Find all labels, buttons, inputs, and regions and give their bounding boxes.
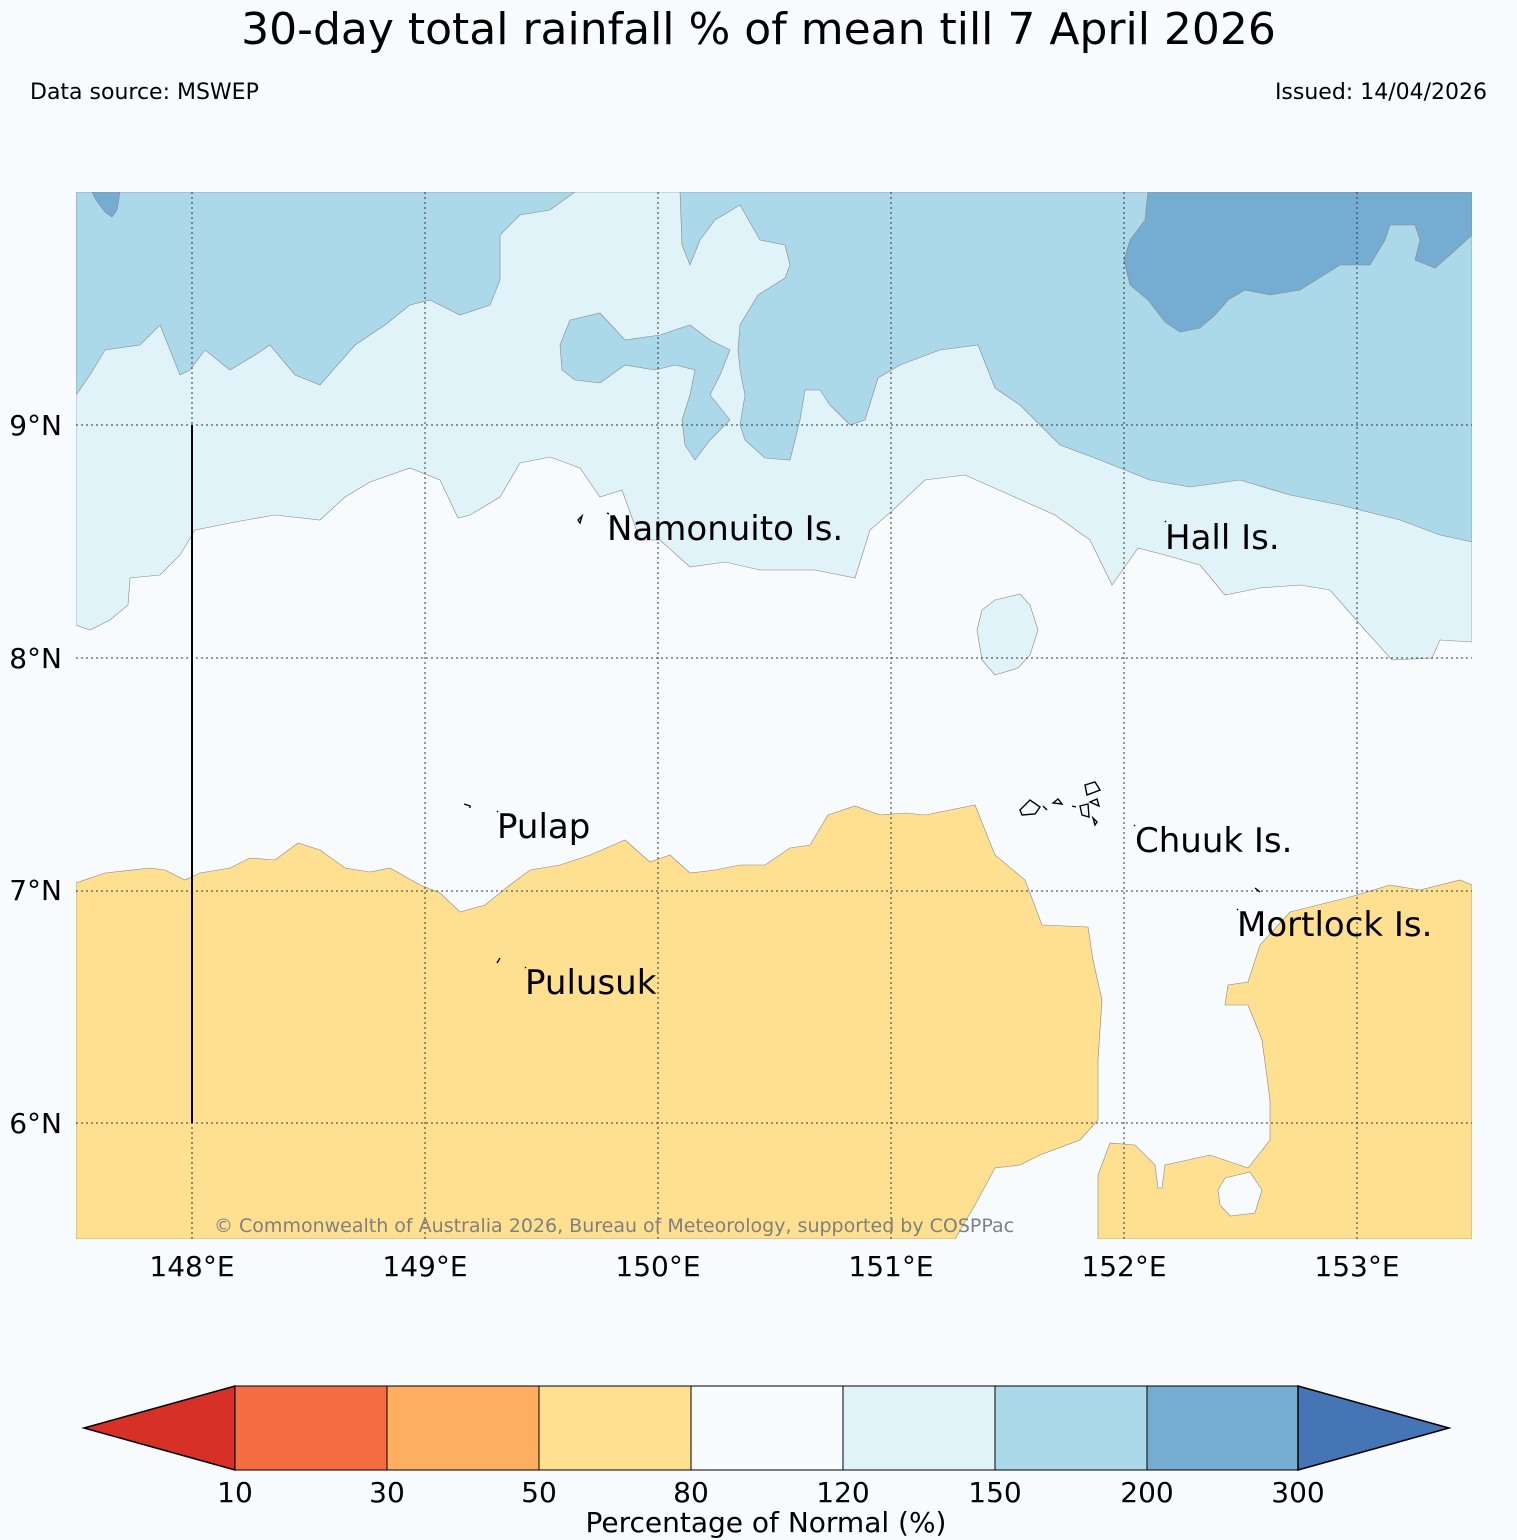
cb-segment-120-150 — [842, 1385, 996, 1471]
band-50-80 — [76, 804, 1103, 1239]
cb-tick-80: 80 — [673, 1476, 709, 1509]
cb-extend-high — [1297, 1385, 1452, 1471]
label-pulap: Pulap — [497, 807, 590, 847]
island-chuuk-2 — [1088, 798, 1101, 808]
cb-tick-150: 150 — [968, 1476, 1021, 1509]
band-120-150-blob — [976, 593, 1039, 676]
island-chuuk-1 — [1084, 781, 1102, 796]
lat-label-6: 6°N — [9, 1107, 62, 1140]
colorbar: 10 30 50 80 120 150 200 300 Percentage o… — [81, 1385, 1452, 1539]
axis-labels: 148°E 149°E 150°E 151°E 152°E 153°E 9°N … — [9, 409, 1399, 1283]
cb-segment-80-120 — [690, 1385, 844, 1471]
cb-extend-low — [81, 1385, 236, 1471]
island-pulap-2 — [496, 810, 499, 813]
band-50-80-east — [1097, 879, 1472, 1239]
data-source: Data source: MSWEP — [30, 80, 259, 105]
island-pulusuk — [496, 957, 501, 964]
label-chuuk: Chuuk Is. — [1135, 821, 1292, 861]
map-title: 30-day total rainfall % of mean till 7 A… — [241, 4, 1276, 55]
map-area — [76, 192, 1472, 1239]
cb-tick-30: 30 — [369, 1476, 405, 1509]
island-chuuk-9 — [1133, 824, 1136, 827]
lon-label-151: 151°E — [848, 1250, 933, 1283]
island-chuuk-6 — [1019, 799, 1041, 816]
label-hall: Hall Is. — [1165, 518, 1280, 558]
island-pulap — [463, 803, 471, 808]
lon-label-153: 153°E — [1314, 1250, 1399, 1283]
cb-segment-200-300 — [1146, 1385, 1299, 1471]
band-150-200-island — [559, 312, 731, 461]
cb-tick-200: 200 — [1120, 1476, 1173, 1509]
lat-label-8: 8°N — [9, 642, 62, 675]
colorbar-label: Percentage of Normal (%) — [586, 1506, 947, 1539]
label-namonuito: Namonuito Is. — [607, 509, 843, 549]
band-200-300 — [1123, 192, 1472, 333]
islands — [463, 512, 1261, 969]
lon-label-149: 149°E — [382, 1250, 467, 1283]
cb-segment-150-200 — [994, 1385, 1148, 1471]
island-chuuk-7 — [1042, 805, 1048, 811]
copyright-text: © Commonwealth of Australia 2026, Bureau… — [214, 1215, 1014, 1237]
cb-tick-50: 50 — [521, 1476, 557, 1509]
cb-tick-120: 120 — [816, 1476, 869, 1509]
island-chuuk-4 — [1091, 815, 1098, 827]
lon-label-152: 152°E — [1081, 1250, 1166, 1283]
island-hall — [1164, 520, 1167, 523]
island-mortlock — [1254, 887, 1261, 893]
island-namonuito — [577, 513, 584, 525]
cb-tick-10: 10 — [217, 1476, 253, 1509]
label-pulusuk: Pulusuk — [525, 963, 657, 1003]
island-chuuk-3 — [1079, 803, 1090, 818]
band-200-300-corner — [91, 192, 121, 218]
island-mortlock-2 — [1236, 908, 1239, 911]
band-150-200 — [76, 192, 576, 396]
lon-label-148: 148°E — [149, 1250, 234, 1283]
place-labels: Namonuito Is. Hall Is. Pulap Chuuk Is. M… — [497, 509, 1432, 1003]
label-mortlock: Mortlock Is. — [1237, 905, 1432, 945]
issued-date: Issued: 14/04/2026 — [1274, 80, 1487, 105]
island-chuuk-5 — [1051, 798, 1064, 805]
lon-label-150: 150°E — [615, 1250, 700, 1283]
cb-tick-300: 300 — [1271, 1476, 1324, 1509]
island-pulusuk-2 — [524, 966, 527, 969]
cb-segment-50-80 — [538, 1385, 692, 1471]
island-namonuito-2 — [606, 512, 610, 515]
lat-label-7: 7°N — [9, 874, 62, 907]
cb-segment-30-50 — [386, 1385, 540, 1471]
lat-label-9: 9°N — [9, 409, 62, 442]
island-chuuk-8 — [1071, 805, 1077, 808]
cb-segment-10-30 — [234, 1385, 388, 1471]
band-80-120-hole — [1217, 1171, 1263, 1217]
